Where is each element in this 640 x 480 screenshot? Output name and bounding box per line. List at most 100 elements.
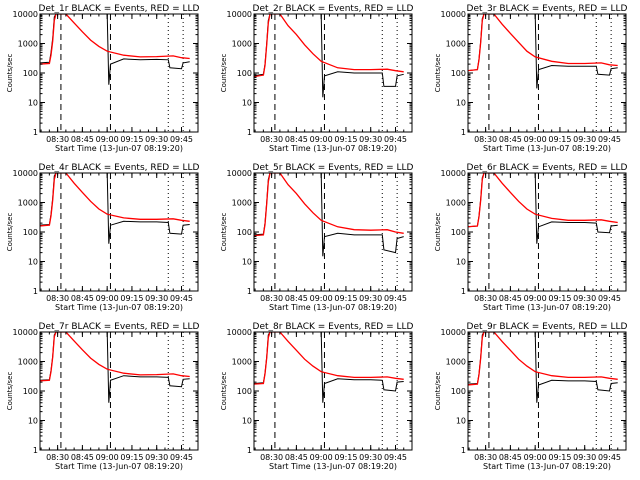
chart-panel-8: Det_8r BLACK = Events, RED = LLD 1 10 100 10…	[220, 322, 414, 471]
chart-title: Det_6r BLACK = Events, RED = LLD	[467, 163, 628, 173]
y-tick-label: 100	[451, 69, 466, 78]
plot-frame	[467, 13, 627, 133]
chart-title: Det_3r BLACK = Events, RED = LLD	[467, 4, 628, 14]
chart-panel-7: Det_7r BLACK = Events, RED = LLD 1 10 100 10…	[6, 322, 200, 471]
x-tick-label: 08:30	[260, 294, 283, 303]
y-axis-label: Counts/sec	[6, 213, 14, 252]
x-axis-label: Start Time (13-Jun-07 08:19:20)	[55, 462, 183, 471]
series-line-black	[468, 332, 618, 403]
y-tick-label: 10	[28, 99, 38, 108]
y-tick-label: 1000	[232, 40, 252, 49]
x-tick-label: 08:45	[71, 135, 94, 144]
chart-panel-1: Det_1r BLACK = Events, RED = LLD 1 10 100 10…	[6, 4, 200, 153]
y-tick-label: 100	[451, 228, 466, 237]
y-tick-label: 10	[242, 99, 252, 108]
x-axis-label: Start Time (13-Jun-07 08:19:20)	[55, 144, 183, 153]
x-tick-label: 09:45	[170, 294, 193, 303]
x-tick-label: 08:45	[285, 453, 308, 462]
series-line-black	[254, 332, 404, 403]
x-tick-label: 09:00	[96, 294, 119, 303]
x-tick-label: 08:30	[46, 135, 69, 144]
series-line-red	[254, 173, 404, 237]
x-tick-label: 08:45	[499, 135, 522, 144]
y-tick-label: 10000	[227, 10, 252, 19]
y-axis-label: Counts/sec	[220, 213, 228, 252]
y-tick-label: 10	[456, 258, 466, 267]
series-line-red	[40, 173, 190, 227]
x-tick-label: 08:30	[260, 453, 283, 462]
y-tick-label: 10000	[441, 169, 466, 178]
x-tick-label: 08:30	[474, 135, 497, 144]
y-tick-label: 10000	[441, 10, 466, 19]
x-tick-label: 08:30	[474, 453, 497, 462]
x-tick-label: 09:45	[598, 294, 621, 303]
x-axis-label: Start Time (13-Jun-07 08:19:20)	[483, 462, 611, 471]
y-tick-label: 1000	[18, 358, 38, 367]
y-tick-label: 1000	[232, 199, 252, 208]
series-line-black	[40, 332, 190, 403]
y-tick-label: 1000	[18, 40, 38, 49]
y-tick-label: 10	[456, 417, 466, 426]
series-line-black	[468, 173, 618, 244]
chart-panel-9: Det_9r BLACK = Events, RED = LLD 1 10 100 10…	[434, 322, 628, 471]
x-tick-label: 09:00	[310, 453, 333, 462]
chart-panel-3: Det_3r BLACK = Events, RED = LLD 1 10 100 10…	[434, 4, 628, 153]
series-line-red	[468, 173, 618, 228]
y-tick-label: 1000	[446, 358, 466, 367]
series-line-red	[254, 332, 404, 385]
y-tick-label: 1	[461, 128, 466, 137]
x-tick-label: 09:15	[120, 453, 143, 462]
y-tick-label: 1000	[446, 40, 466, 49]
chart-title: Det_9r BLACK = Events, RED = LLD	[467, 322, 628, 332]
y-tick-label: 10000	[441, 328, 466, 337]
y-axis-label: Counts/sec	[6, 372, 14, 411]
x-tick-label: 09:00	[310, 294, 333, 303]
x-tick-label: 09:45	[170, 453, 193, 462]
x-tick-label: 09:45	[598, 135, 621, 144]
y-axis-label: Counts/sec	[6, 54, 14, 93]
y-tick-label: 100	[23, 228, 38, 237]
x-tick-label: 09:45	[384, 294, 407, 303]
plot-frame	[39, 13, 199, 133]
y-tick-label: 1	[247, 128, 252, 137]
x-tick-label: 09:30	[359, 294, 382, 303]
series-line-black	[254, 14, 404, 98]
x-tick-label: 08:45	[499, 294, 522, 303]
x-tick-label: 09:15	[548, 294, 571, 303]
x-tick-label: 09:15	[334, 294, 357, 303]
y-tick-label: 100	[23, 69, 38, 78]
x-tick-label: 09:00	[524, 453, 547, 462]
x-tick-label: 09:15	[120, 294, 143, 303]
y-tick-label: 1000	[18, 199, 38, 208]
x-tick-label: 08:45	[71, 453, 94, 462]
series-line-red	[40, 14, 190, 65]
y-tick-label: 1	[33, 128, 38, 137]
x-tick-label: 08:30	[260, 135, 283, 144]
x-tick-label: 09:15	[334, 135, 357, 144]
x-tick-label: 08:30	[474, 294, 497, 303]
x-tick-label: 09:45	[384, 135, 407, 144]
x-tick-label: 09:15	[120, 135, 143, 144]
y-axis-label: Counts/sec	[434, 54, 442, 93]
chart-title: Det_8r BLACK = Events, RED = LLD	[253, 322, 414, 332]
x-tick-label: 09:30	[145, 453, 168, 462]
x-tick-label: 09:15	[334, 453, 357, 462]
series-line-red	[468, 332, 618, 386]
series-line-black	[254, 173, 404, 257]
x-tick-label: 09:00	[524, 294, 547, 303]
y-tick-label: 10	[456, 99, 466, 108]
y-axis-label: Counts/sec	[220, 372, 228, 411]
y-tick-label: 10	[242, 258, 252, 267]
y-tick-label: 1000	[232, 358, 252, 367]
y-axis-label: Counts/sec	[434, 213, 442, 252]
x-tick-label: 08:30	[46, 453, 69, 462]
plot-frame	[39, 172, 199, 292]
chart-panel-2: Det_2r BLACK = Events, RED = LLD 1 10 100 10…	[220, 4, 414, 153]
series-line-black	[468, 14, 618, 89]
series-line-red	[254, 14, 404, 78]
x-tick-label: 09:30	[145, 294, 168, 303]
y-tick-label: 10	[28, 258, 38, 267]
x-tick-label: 09:30	[359, 135, 382, 144]
x-tick-label: 09:15	[548, 135, 571, 144]
x-tick-label: 08:30	[46, 294, 69, 303]
